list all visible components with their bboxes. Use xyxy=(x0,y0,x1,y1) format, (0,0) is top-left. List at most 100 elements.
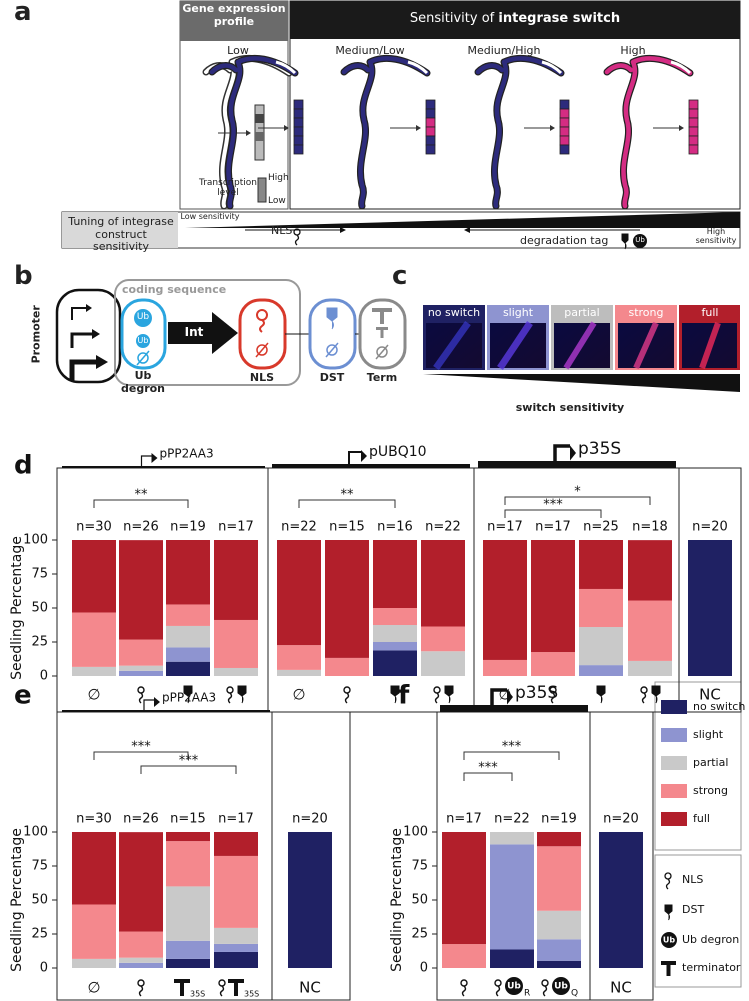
legend-label: slight xyxy=(693,728,724,741)
bar-segment xyxy=(72,666,116,676)
icon-subscript: R xyxy=(524,989,530,999)
bar-segment xyxy=(537,846,581,911)
ub-capsule xyxy=(120,298,167,370)
nls-icon xyxy=(344,692,350,704)
sample-size: n=26 xyxy=(123,812,159,827)
dst-icon xyxy=(596,685,606,704)
column-cell xyxy=(425,108,436,119)
bar-segment xyxy=(579,665,623,676)
x-tick-label: NC xyxy=(699,686,721,704)
panel-label: a xyxy=(14,0,32,27)
bar-segment xyxy=(373,540,417,608)
bar-segment xyxy=(166,958,210,968)
bar-segment xyxy=(325,657,369,676)
bar-segment xyxy=(490,832,534,845)
icon-subscript: Q xyxy=(571,989,578,999)
column-cell xyxy=(559,126,570,137)
bar-segment xyxy=(628,660,672,676)
nls-label: NLS xyxy=(271,224,293,237)
sample-size: n=20 xyxy=(692,520,728,535)
arrow-head xyxy=(464,227,470,233)
sample-size: n=16 xyxy=(377,520,413,535)
promoter-arrow xyxy=(553,444,570,461)
column-cell xyxy=(293,135,304,146)
column-cell xyxy=(559,117,570,128)
panel-label: c xyxy=(392,261,408,291)
bar-segment xyxy=(442,944,486,968)
promoter-arrow xyxy=(490,688,507,705)
nls-icon xyxy=(541,979,549,987)
nls-icon xyxy=(293,228,301,246)
bar-segment xyxy=(214,943,258,952)
significance: *** xyxy=(179,754,199,769)
bar-segment xyxy=(483,540,527,660)
nls-icon xyxy=(461,985,467,997)
bar-segment xyxy=(421,626,465,652)
y-axis-label: Seedling Percentage xyxy=(9,828,25,972)
column-cell xyxy=(255,114,264,123)
bar-segment xyxy=(119,670,163,676)
nls-icon xyxy=(138,692,144,704)
bar-segment xyxy=(214,927,258,944)
column-cell xyxy=(293,126,304,137)
bar-segment xyxy=(537,939,581,961)
promoter-arrow-head xyxy=(154,697,160,707)
plant-outline xyxy=(478,58,561,206)
ub-text: Ub xyxy=(635,236,645,244)
scale-bar xyxy=(257,177,267,203)
root-signal xyxy=(433,320,471,371)
panel-label: d xyxy=(14,451,33,481)
nls-icon xyxy=(433,686,441,694)
leaf-tip xyxy=(670,60,692,75)
coding-label: coding sequence xyxy=(122,283,227,296)
legend-label: strong xyxy=(693,784,728,797)
y-tick-label: 75 xyxy=(31,859,48,874)
nls-icon xyxy=(137,979,145,987)
significance-bracket xyxy=(298,499,396,508)
scale-low: Low xyxy=(268,196,286,206)
terminator-icon xyxy=(174,979,190,996)
nls-icon xyxy=(226,686,234,694)
arrow-head xyxy=(416,125,421,131)
nls-icon xyxy=(664,872,672,890)
sample-size: n=30 xyxy=(76,520,112,535)
sample-size: n=20 xyxy=(603,812,639,827)
legend-swatch xyxy=(661,728,687,742)
y-tick-label: 25 xyxy=(411,927,428,942)
column-cell xyxy=(559,99,570,110)
icon-legend-label: Ub degron xyxy=(682,933,739,946)
promoter-arrow xyxy=(348,451,361,464)
nls-label: NLS xyxy=(249,371,275,384)
header: Sensitivity of integrase switch xyxy=(290,11,740,27)
expression-column xyxy=(254,104,265,161)
sample-size: n=17 xyxy=(487,520,523,535)
bar-segment xyxy=(531,540,575,653)
bar-segment xyxy=(72,958,116,968)
level-label: Low xyxy=(227,44,249,57)
dst-label: DST xyxy=(319,371,345,384)
x-tick-label: ∅ xyxy=(292,686,305,704)
dst-icon xyxy=(326,307,338,330)
nls-icon xyxy=(640,686,648,694)
ub-text: Ub xyxy=(554,982,568,992)
dst-icon xyxy=(651,685,661,704)
icon-subscript: 35S xyxy=(190,990,205,999)
promoter-arrow-head xyxy=(570,445,576,461)
y-tick-label: 0 xyxy=(40,669,48,684)
sample-size: n=26 xyxy=(123,520,159,535)
sensitivity-wedge xyxy=(423,374,740,392)
column-cell xyxy=(425,126,436,137)
bar-segment xyxy=(166,604,210,626)
panel-label: b xyxy=(14,261,33,291)
tuning-label: Tuning of integrase construct sensitivit… xyxy=(68,215,174,254)
plant xyxy=(607,58,690,206)
class-label: strong xyxy=(628,306,664,319)
null-icon xyxy=(375,344,389,360)
promoter-label: pUBQ10 xyxy=(369,444,427,460)
x-tick-label: NC xyxy=(610,979,632,997)
legend-swatch xyxy=(661,812,687,826)
y-tick-label: 25 xyxy=(31,635,48,650)
nls-icon xyxy=(219,985,225,997)
nls-icon xyxy=(542,985,548,997)
